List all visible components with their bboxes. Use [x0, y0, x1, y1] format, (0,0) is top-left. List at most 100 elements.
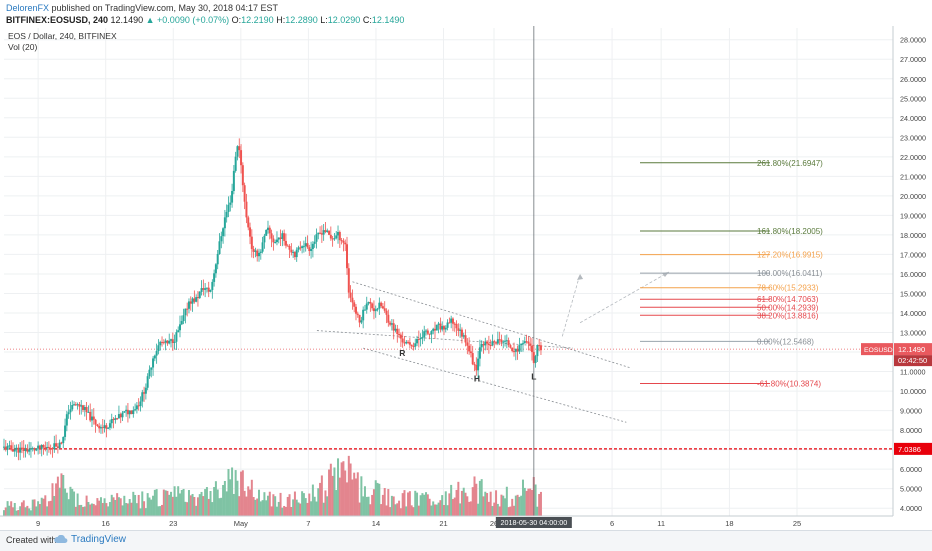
candle-body — [342, 240, 345, 243]
volume-bar — [536, 506, 539, 516]
y-tick-label: 28.0000 — [900, 36, 926, 45]
candle-body — [351, 297, 354, 303]
candle-body — [473, 364, 476, 366]
candle-body — [252, 248, 255, 252]
tradingview-logo[interactable]: TradingView — [54, 534, 126, 545]
candle-body — [495, 342, 498, 344]
candle-body — [96, 424, 99, 427]
volume-bar — [394, 504, 397, 516]
candle-body — [416, 339, 419, 344]
volume-bar — [35, 506, 38, 516]
volume-bar — [126, 503, 129, 516]
support-price-label: 7.0386 — [898, 445, 921, 454]
candle-body — [299, 247, 302, 249]
volume-bar — [266, 495, 269, 516]
volume-bar — [486, 493, 489, 516]
candle-body — [283, 233, 286, 241]
y-tick-label: 16.0000 — [900, 270, 926, 279]
candle-body — [471, 353, 474, 365]
volume-bar — [8, 505, 11, 516]
volume-bar — [275, 506, 278, 516]
volume-bar — [153, 489, 156, 516]
candle-body — [19, 447, 22, 453]
x-tick-label: 21 — [439, 519, 447, 528]
candle-body — [353, 302, 356, 307]
candle-body — [340, 240, 343, 242]
volume-bar — [529, 488, 532, 516]
candle-body — [173, 341, 176, 344]
candle-body — [209, 289, 212, 292]
y-tick-label: 23.0000 — [900, 133, 926, 142]
countdown-label: 02:42:50 — [898, 356, 927, 365]
candle-body — [137, 405, 140, 407]
candle-body — [134, 409, 137, 411]
volume-bar — [213, 487, 216, 516]
candle-body — [286, 245, 289, 247]
volume-bar — [11, 507, 14, 516]
volume-bar — [234, 470, 237, 516]
candle-body — [13, 449, 16, 452]
channel-mid-line — [316, 330, 573, 349]
candle-body — [46, 446, 49, 448]
volume-bar — [457, 481, 460, 516]
volume-bar — [247, 486, 250, 516]
candle-body — [53, 443, 56, 450]
candle-body — [313, 241, 316, 244]
candle-body — [56, 446, 59, 448]
volume-bar — [538, 493, 541, 516]
candle-body — [121, 412, 124, 418]
volume-bar — [4, 507, 7, 516]
candle-body — [421, 337, 424, 339]
candle-body — [509, 345, 512, 348]
volume-bar — [520, 495, 523, 516]
projection-arrowhead — [577, 273, 584, 280]
candle-body — [317, 232, 320, 235]
volume-bar — [320, 475, 323, 516]
volume-bar — [161, 504, 164, 516]
volume-bar — [534, 484, 537, 516]
volume-bar — [186, 502, 189, 516]
volume-bar — [78, 505, 81, 516]
candle-body — [26, 448, 29, 452]
volume-bar — [263, 492, 266, 516]
candle-body — [8, 445, 11, 447]
volume-bar — [407, 492, 410, 516]
volume-bar — [170, 491, 173, 516]
volume-bar — [92, 503, 95, 516]
candle-body — [92, 416, 95, 420]
candle-body — [277, 237, 280, 240]
volume-bar — [116, 493, 119, 516]
volume-bar — [363, 486, 366, 516]
volume-bar — [125, 503, 128, 516]
candle-body — [405, 341, 408, 344]
volume-bar — [302, 493, 305, 516]
volume-bar — [196, 497, 199, 516]
candle-body — [146, 376, 149, 388]
volume-bar — [315, 501, 318, 516]
candle-body — [261, 242, 264, 252]
volume-bar — [324, 490, 327, 516]
fib-level-label: 50.00%(14.2939) — [757, 303, 819, 312]
volume-bar — [152, 495, 155, 516]
y-tick-label: 20.0000 — [900, 192, 926, 201]
author-link[interactable]: DelorenFX — [6, 3, 50, 13]
candle-body — [178, 324, 181, 331]
candle-body — [491, 341, 494, 346]
candle-body — [442, 326, 445, 330]
volume-bar — [150, 499, 153, 516]
candle-body — [392, 323, 395, 331]
candle-body — [525, 341, 528, 343]
price-chart[interactable]: R H L 261.80%(21.6947) 161.80%(18.2005) 127.… — [0, 26, 932, 530]
candle-body — [520, 343, 523, 346]
channel-bottom-line — [363, 347, 627, 423]
y-tick-label: 10.0000 — [900, 387, 926, 396]
candle-body — [40, 444, 43, 449]
volume-bar — [482, 496, 485, 516]
y-tick-label: 9.0000 — [900, 407, 922, 416]
candle-body — [74, 404, 77, 406]
candle-body — [311, 243, 314, 249]
candle-body — [487, 343, 490, 345]
volume-bar — [107, 506, 110, 516]
volume-bar — [349, 463, 352, 516]
volume-bar — [514, 495, 517, 516]
